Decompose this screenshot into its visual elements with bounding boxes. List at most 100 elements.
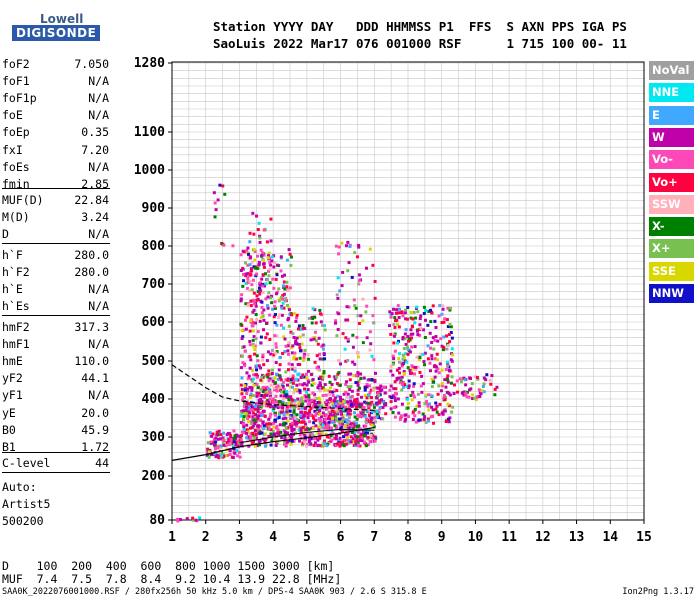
echo-point [295, 313, 299, 317]
echo-point [261, 273, 265, 277]
echo-point [240, 329, 244, 333]
echo-point [357, 282, 361, 286]
echo-point [298, 356, 302, 360]
param-row-ye: yE 20.0 [2, 406, 109, 421]
echo-point [255, 354, 259, 358]
echo-point [391, 373, 395, 377]
echo-point [305, 411, 309, 415]
echo-point [407, 415, 411, 419]
echo-point [272, 286, 276, 290]
echo-point [330, 382, 334, 386]
echo-point [434, 325, 438, 329]
echo-point [276, 316, 280, 320]
echo-point [400, 402, 404, 406]
echo-point [275, 350, 279, 354]
echo-point [353, 402, 357, 406]
echo-point [306, 402, 310, 406]
echo-point [219, 433, 223, 437]
echo-point [255, 431, 259, 435]
header-row-values: SaoLuis 2022 Mar17 076 001000 RSF 1 715 … [213, 36, 627, 51]
echo-point [289, 378, 293, 382]
echo-point [465, 395, 469, 399]
echo-point [236, 444, 240, 448]
echo-point [258, 432, 262, 436]
echo-point [258, 429, 262, 433]
echo-point [415, 305, 419, 309]
echo-point [473, 396, 477, 400]
echo-point [351, 333, 355, 337]
echo-point [240, 387, 244, 391]
echo-point [458, 377, 462, 381]
echo-point [417, 404, 421, 408]
param-value: N/A [88, 337, 109, 352]
echo-point [349, 440, 353, 444]
echo-point [266, 375, 270, 379]
echo-point [433, 339, 437, 343]
echo-point [360, 432, 364, 436]
echo-point [337, 359, 341, 363]
echo-point [262, 253, 266, 257]
echo-point [243, 412, 247, 416]
param-separator [2, 452, 110, 453]
echo-point [301, 402, 305, 406]
echo-point [391, 362, 395, 366]
echo-point [276, 416, 280, 420]
echo-point [342, 406, 346, 410]
echo-point [378, 405, 382, 409]
echo-point [321, 347, 325, 351]
echo-point [354, 380, 358, 384]
echo-point [349, 409, 353, 413]
echo-point [321, 343, 325, 347]
echo-point [356, 441, 360, 445]
echo-point [302, 420, 306, 424]
echo-point [345, 438, 349, 442]
echo-point [248, 263, 252, 267]
echo-point [283, 350, 287, 354]
echo-point [332, 399, 336, 403]
echo-point [439, 389, 443, 393]
echo-point [359, 410, 363, 414]
echo-point [445, 347, 449, 351]
auto-code: 500200 [2, 514, 44, 528]
echo-point [206, 441, 210, 445]
echo-point [208, 431, 212, 435]
echo-point [263, 393, 267, 397]
echo-point [290, 313, 294, 317]
echo-point [256, 330, 260, 334]
echo-point [318, 312, 322, 316]
echo-point [325, 435, 329, 439]
param-separator [2, 472, 110, 473]
echo-point [312, 382, 316, 386]
echo-point [438, 362, 442, 366]
echo-point [290, 429, 294, 433]
param-value: 7.20 [81, 142, 109, 157]
echo-point [266, 391, 270, 395]
echo-point [221, 441, 225, 445]
echo-point [414, 316, 418, 320]
echo-point [361, 429, 365, 433]
echo-point [451, 405, 455, 409]
echo-point [353, 439, 357, 443]
echo-point [271, 422, 275, 426]
echo-point [354, 405, 358, 409]
echo-point [401, 353, 405, 357]
echo-point [256, 407, 260, 411]
echo-point [253, 258, 257, 262]
echo-point [396, 322, 400, 326]
echo-point [280, 304, 284, 308]
param-value: 45.9 [81, 422, 109, 437]
echo-point [406, 366, 410, 370]
echo-point [306, 397, 310, 401]
echo-point [389, 364, 393, 368]
x-tick-label: 7 [370, 530, 378, 545]
echo-point [402, 347, 406, 351]
param-name: foF1p [2, 91, 37, 106]
echo-point [302, 432, 306, 436]
param-value: 110.0 [74, 354, 109, 369]
echo-point [294, 422, 298, 426]
echo-point [245, 408, 249, 412]
echo-point [254, 304, 258, 308]
echo-point [255, 368, 259, 372]
param-row-yf2: yF2 44.1 [2, 371, 109, 386]
echo-point [308, 436, 312, 440]
